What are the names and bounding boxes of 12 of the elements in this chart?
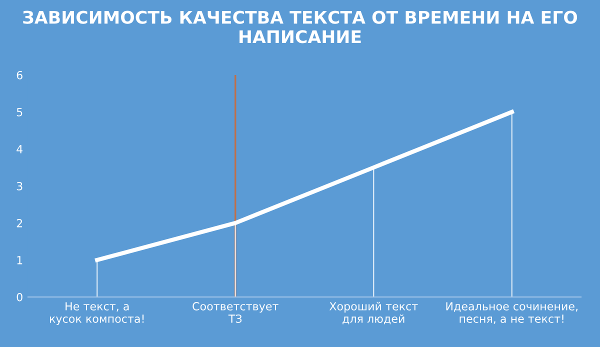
y-tick-label: 5 <box>16 108 22 116</box>
x-tick-label: Хороший текст для людей <box>329 302 418 324</box>
x-tick-label: Не текст, а кусок компоста! <box>50 302 144 326</box>
y-tick-label: 6 <box>16 70 22 80</box>
chart-title: ЗАВИСИМОСТЬ КАЧЕСТВА ТЕКСТА ОТ ВРЕМЕНИ НА ЕГО НАПИСАНИЕ <box>23 10 578 44</box>
x-tick-label: Соответствует ТЗ <box>192 302 278 323</box>
y-tick-label: 1 <box>17 256 22 264</box>
y-tick-label: 0 <box>16 292 22 302</box>
y-tick-label: 2 <box>16 218 22 228</box>
y-tick-label: 4 <box>16 145 23 154</box>
y-tick-label: 3 <box>16 182 22 190</box>
x-tick-label: Идеальное сочинение, песня, а не текст! <box>446 302 578 324</box>
